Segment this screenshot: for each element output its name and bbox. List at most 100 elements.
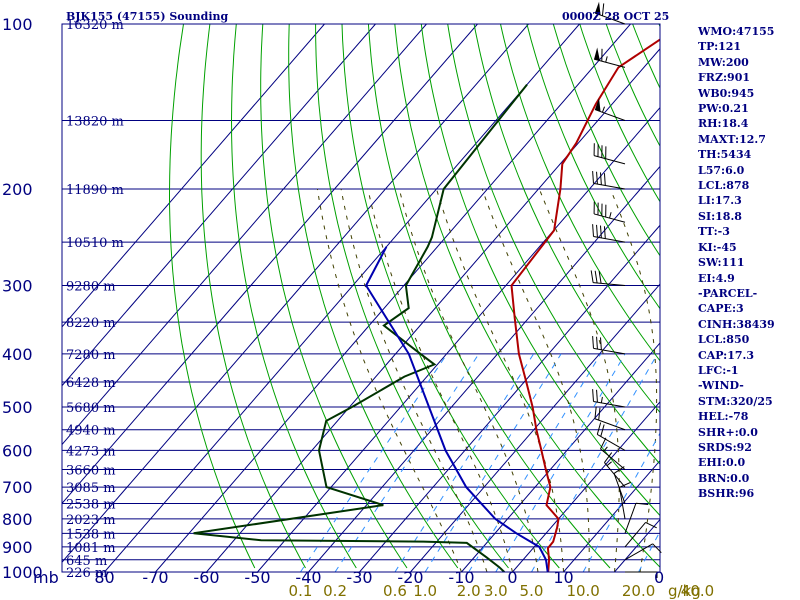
height-label: 2023 m bbox=[66, 513, 116, 528]
dry-adiabat bbox=[500, 24, 660, 362]
valid-time: 0000Z 28 OCT 25 bbox=[562, 10, 670, 23]
barb-staff bbox=[593, 400, 626, 408]
barb-staff bbox=[624, 522, 646, 548]
barb-flag bbox=[594, 270, 598, 284]
barb-staff bbox=[593, 236, 626, 243]
moist-adiabat bbox=[481, 188, 590, 572]
index-entry: RH:18.4 bbox=[698, 117, 749, 131]
temperature-tick-label: 0 bbox=[507, 568, 517, 587]
dry-adiabat bbox=[420, 24, 660, 517]
barb-staff bbox=[593, 282, 626, 286]
mixing-ratio-label: 40.0 bbox=[681, 582, 714, 600]
barb-half-flag bbox=[603, 446, 608, 452]
barb-flag bbox=[598, 271, 602, 284]
dry-adiabat bbox=[473, 24, 660, 414]
mixing-ratio-label: 5.0 bbox=[520, 582, 544, 600]
isotherm bbox=[155, 24, 631, 572]
height-label: 3085 m bbox=[66, 481, 116, 496]
barb-flag bbox=[603, 226, 606, 239]
index-entry: WMO:47155 bbox=[698, 25, 775, 38]
temperature-tick-label: -70 bbox=[142, 568, 168, 587]
pressure-tick-label: 800 bbox=[2, 510, 33, 529]
index-entry: L57:6.0 bbox=[698, 163, 745, 177]
dry-adiabat bbox=[367, 24, 611, 569]
dry-adiabat bbox=[605, 24, 660, 148]
height-label: 1081 m bbox=[66, 541, 116, 556]
dry-adiabat bbox=[526, 24, 660, 310]
height-label: 3660 m bbox=[66, 463, 116, 478]
index-entry: LI:17.3 bbox=[698, 194, 742, 208]
barb-flag bbox=[599, 337, 602, 350]
isotherm bbox=[62, 24, 376, 387]
index-entry: LFC:-1 bbox=[698, 363, 739, 377]
barb-flag bbox=[603, 173, 606, 186]
dry-adiabat bbox=[552, 24, 660, 257]
temperature-tick-label: -50 bbox=[244, 568, 270, 587]
height-label: 4940 m bbox=[66, 424, 116, 439]
mixing-ratio-label: 2.0 bbox=[457, 582, 481, 600]
isotherm bbox=[461, 342, 660, 572]
barb-half-flag bbox=[606, 461, 612, 467]
temperature-tick-label: -40 bbox=[295, 568, 321, 587]
index-entry: FRZ:901 bbox=[698, 71, 751, 85]
height-label: 6428 m bbox=[66, 376, 116, 391]
height-label: 8220 m bbox=[66, 316, 116, 331]
dry-adiabat bbox=[260, 24, 408, 569]
barb-flag bbox=[599, 225, 602, 238]
barb-staff bbox=[593, 182, 626, 190]
moist-adiabat bbox=[538, 188, 620, 572]
isotherm bbox=[62, 24, 427, 446]
pressure-tick-label: 400 bbox=[2, 345, 33, 364]
chart-title: BJK155 (47155) Sounding bbox=[66, 10, 229, 23]
index-entry: PW:0.21 bbox=[698, 102, 749, 116]
temperature-tick-label: -60 bbox=[193, 568, 219, 587]
isotherm bbox=[359, 224, 660, 572]
mixing-ratio-line bbox=[638, 530, 660, 572]
barb-flag bbox=[596, 224, 598, 238]
index-entry: CINH:38439 bbox=[698, 317, 775, 331]
mixing-ratio-label: 20.0 bbox=[622, 582, 655, 600]
wind-barb bbox=[594, 1, 626, 25]
barb-flag bbox=[604, 452, 613, 463]
dry-adiabat bbox=[579, 24, 660, 203]
axis-labels: 0.1 0.2 0.6 1.0 2.0 3.0 5.0 10.0 20.0 40.01002003… bbox=[2, 15, 714, 600]
dry-adiabat bbox=[447, 24, 660, 465]
mixing-ratio-line bbox=[468, 353, 602, 572]
dry-adiabat bbox=[230, 24, 357, 569]
stability-indices-panel: WMO:47155 TP:121 MW:200 FRZ:901 WB0:945 PW:0.… bbox=[698, 24, 775, 502]
barb-flag bbox=[596, 336, 598, 350]
isotherm bbox=[308, 165, 660, 572]
temperature-tick-label: 80 bbox=[94, 568, 114, 587]
index-entry: TT:-3 bbox=[698, 225, 730, 239]
isotherm-lines bbox=[62, 24, 660, 572]
index-entry: MAXT:12.7 bbox=[698, 132, 766, 146]
wind-barbs bbox=[590, 1, 662, 578]
dry-adiabat bbox=[288, 24, 459, 569]
mixing-ratio-label: 0.1 bbox=[289, 582, 313, 600]
wind-barb bbox=[624, 521, 657, 548]
index-entry: STM:320/25 bbox=[698, 394, 773, 408]
barb-flag bbox=[601, 3, 605, 16]
wind-barb bbox=[618, 481, 631, 519]
wind-barb bbox=[593, 201, 626, 223]
barb-half-flag bbox=[609, 212, 612, 219]
mixing-ratio-label: 0.2 bbox=[323, 582, 347, 600]
barb-staff bbox=[600, 448, 626, 470]
pressure-tick-label: 300 bbox=[2, 276, 33, 295]
sounding-profiles bbox=[193, 38, 660, 572]
barb-flag bbox=[590, 270, 594, 283]
temperature-line bbox=[510, 38, 660, 572]
barb-flag bbox=[596, 171, 598, 185]
height-label: 9280 m bbox=[66, 279, 116, 294]
barb-flag bbox=[619, 481, 631, 488]
index-entry: BRN:0.0 bbox=[698, 471, 750, 485]
wind-barb bbox=[625, 571, 658, 578]
moist-adiabat bbox=[316, 188, 462, 572]
dry-adiabat bbox=[394, 24, 660, 568]
parcel-line bbox=[364, 246, 549, 572]
pressure-tick-label: 700 bbox=[2, 478, 33, 497]
index-entry: EHI:0.0 bbox=[698, 456, 746, 470]
moist-adiabat bbox=[609, 188, 658, 572]
moist-adiabat bbox=[340, 188, 488, 572]
